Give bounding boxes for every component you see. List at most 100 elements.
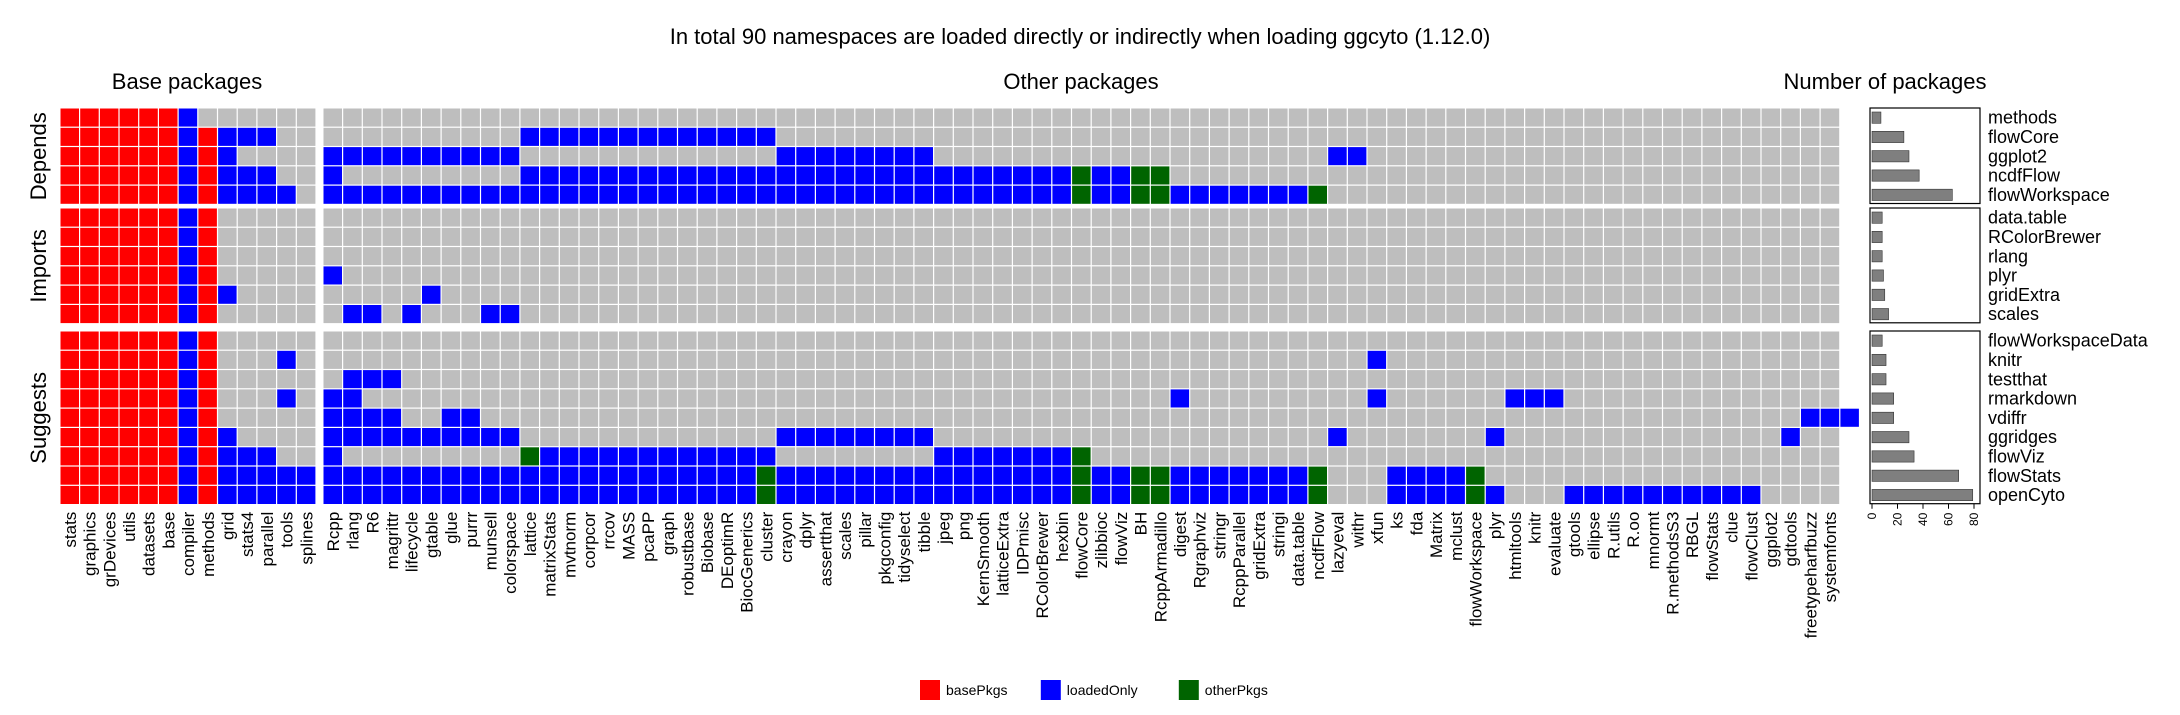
cell-other [1505, 447, 1524, 466]
cell-other [1091, 485, 1111, 504]
row-label: rlang [1988, 246, 2028, 266]
cell-other [875, 127, 894, 146]
cell-other [1604, 485, 1623, 504]
cell-other [1820, 266, 1840, 285]
cell-other [678, 447, 697, 466]
cell-other [756, 166, 776, 185]
cell-other [1269, 285, 1288, 304]
column-label: zlibbioc [1092, 511, 1111, 568]
cell-other [1387, 185, 1406, 204]
cell-base [237, 370, 257, 389]
cell-base [178, 305, 198, 324]
cell-other [1525, 466, 1544, 485]
cell-other [737, 208, 756, 227]
cell-other [382, 428, 402, 447]
column-label: mvtnorm [560, 512, 579, 578]
cell-other [343, 370, 362, 389]
cell-other [914, 485, 933, 504]
cell-other [500, 108, 520, 127]
cell-other [441, 370, 461, 389]
cell-other [1801, 350, 1820, 369]
cell-other [362, 208, 382, 227]
cell-other [422, 266, 441, 285]
cell-other [1564, 350, 1584, 369]
cell-other [678, 389, 697, 408]
cell-other [520, 147, 539, 166]
group-strip-imports: Imports [26, 229, 51, 302]
cell-other [1210, 408, 1229, 427]
cell-other [599, 285, 618, 304]
column-label: crayon [777, 512, 796, 563]
cell-other [441, 266, 461, 285]
cell-other [579, 408, 599, 427]
cell-other [658, 247, 677, 266]
cell-other [717, 108, 736, 127]
cell-base [159, 389, 178, 408]
cell-other [1131, 247, 1150, 266]
column-label: gtools [1565, 512, 1584, 557]
cell-other [1288, 185, 1308, 204]
cell-other [1269, 447, 1288, 466]
cell-base [237, 466, 257, 485]
column-label: methods [199, 512, 218, 577]
cell-other [1229, 389, 1249, 408]
cell-other [382, 331, 402, 350]
cell-other [1544, 305, 1564, 324]
cell-other [1210, 285, 1229, 304]
cell-other [1426, 350, 1446, 369]
cell-other [1525, 266, 1544, 285]
cell-other [520, 389, 539, 408]
cell-other [422, 208, 441, 227]
cell-other [422, 428, 441, 447]
cell-other [323, 408, 342, 427]
cell-base [80, 147, 99, 166]
cell-other [1367, 108, 1387, 127]
cell-other [1584, 485, 1603, 504]
cell-other [1584, 428, 1603, 447]
cell-other [638, 466, 658, 485]
cell-other [1820, 285, 1840, 304]
cell-base [178, 266, 198, 285]
cell-other [1702, 331, 1721, 350]
cell-base [119, 370, 139, 389]
cell-other [1407, 166, 1426, 185]
cell-other [934, 331, 953, 350]
cell-other [1091, 331, 1111, 350]
cell-other [441, 166, 461, 185]
column-label: plyr [1486, 511, 1505, 539]
cell-other [678, 108, 697, 127]
cell-base [60, 305, 79, 324]
cell-other [1446, 389, 1465, 408]
cell-other [1801, 389, 1820, 408]
column-label: flowViz [1112, 512, 1131, 566]
cell-other [1190, 285, 1209, 304]
cell-other [559, 331, 579, 350]
cell-other [323, 331, 342, 350]
cell-other [579, 108, 599, 127]
cell-other [1328, 447, 1347, 466]
cell-other [540, 166, 559, 185]
cell-other [1564, 266, 1584, 285]
column-label: R.oo [1624, 512, 1643, 548]
cell-other [1367, 166, 1387, 185]
cell-other [1702, 147, 1721, 166]
cell-other [816, 350, 835, 369]
cell-other [914, 389, 933, 408]
cell-other [1249, 350, 1268, 369]
cell-base [60, 447, 79, 466]
cell-other [1564, 127, 1584, 146]
column-label: flowStats [1703, 512, 1722, 581]
cell-other [1170, 485, 1190, 504]
cell-base [218, 447, 237, 466]
cell-other [1781, 408, 1800, 427]
cell-other [796, 247, 815, 266]
cell-other [1288, 108, 1308, 127]
cell-other [835, 285, 855, 304]
cell-other [1407, 147, 1426, 166]
axis-tick-label: 20 [1891, 512, 1905, 526]
cell-base [139, 108, 158, 127]
cell-other [1525, 428, 1544, 447]
cell-other [402, 466, 421, 485]
cell-other [638, 127, 658, 146]
cell-other [1564, 147, 1584, 166]
